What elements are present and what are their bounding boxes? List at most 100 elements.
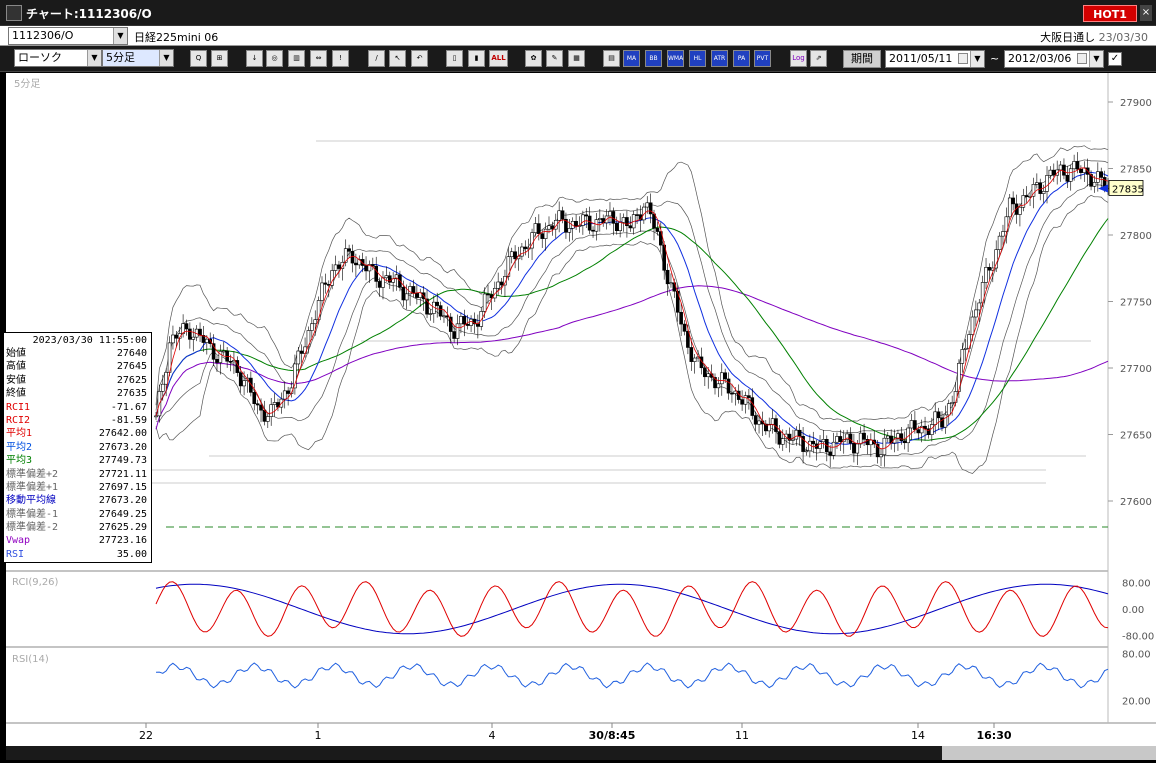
candle-body (387, 275, 392, 283)
candle-body (496, 281, 500, 289)
mass-indicator-icon[interactable]: ▤ (603, 50, 620, 67)
date-to-field[interactable]: 2012/03/06 ▼ (1004, 50, 1104, 68)
candle-body (282, 390, 287, 400)
price-chart[interactable]: 27900 27850 27800 27750 27700 27650 27600 27835… (6, 73, 1156, 760)
log-button[interactable]: Log (790, 50, 807, 67)
close-button[interactable]: × (1140, 5, 1152, 21)
symbol-select[interactable]: 1112306/O ▼ (8, 27, 128, 45)
download-icon[interactable]: ↓ (246, 50, 263, 67)
hl-button[interactable]: HL (689, 50, 706, 67)
export-icon[interactable]: ⇗ (810, 50, 827, 67)
candle-body (513, 251, 517, 260)
candle-body (757, 420, 761, 425)
candle-body (560, 210, 565, 220)
candle-body (1099, 171, 1104, 178)
candle-body (537, 223, 541, 234)
chart-area[interactable]: 27900 27850 27800 27750 27700 27650 27600 27835… (6, 73, 1156, 760)
candle-body (310, 323, 314, 331)
info-value: -71.67 (110, 401, 147, 413)
title-bar: チャート:1112306/O HOT1 × (0, 0, 1156, 26)
bb-button[interactable]: BB (645, 50, 662, 67)
date-to-value: 2012/03/06 (1008, 52, 1072, 65)
candle-body (266, 416, 270, 422)
candle-body (286, 390, 290, 394)
candle-body (916, 429, 921, 434)
candle-body (858, 432, 863, 445)
magnify-chart-icon[interactable]: ◎ (266, 50, 283, 67)
chevron-down-icon[interactable]: ▼ (1089, 51, 1103, 67)
apply-checkbox[interactable]: ✓ (1108, 52, 1122, 66)
candle-body (526, 247, 531, 250)
candle-body (543, 228, 548, 239)
info-value: 27645 (116, 361, 147, 373)
candle-body (550, 225, 555, 230)
chevron-down-icon[interactable]: ▼ (159, 50, 173, 66)
wma-button[interactable]: WMA (667, 50, 684, 67)
candle-body (774, 418, 778, 432)
info-label: 安値 (6, 374, 26, 386)
wrench-icon[interactable]: ✎ (546, 50, 563, 67)
undo-icon[interactable]: ↶ (411, 50, 428, 67)
candle-body (238, 372, 243, 387)
draw-line-icon[interactable]: / (368, 50, 385, 67)
chevron-down-icon[interactable]: ▼ (87, 50, 101, 66)
candle-body (848, 433, 853, 444)
candle-body (188, 328, 192, 340)
color-icon[interactable]: ▦ (568, 50, 585, 67)
candle-body (750, 397, 755, 416)
candle-body (452, 331, 456, 339)
pvt-button[interactable]: PVT (754, 50, 771, 67)
candle-body (509, 251, 514, 258)
atr-button[interactable]: ATR (711, 50, 728, 67)
date-from-value: 2011/05/11 (889, 52, 953, 65)
symbol-bar: 1112306/O ▼ 日経225mini 06 大阪日通し 23/03/30 (0, 26, 1156, 46)
candle-body (764, 423, 768, 432)
interval-select[interactable]: 5分足 ▼ (102, 49, 174, 67)
candle-body (926, 428, 931, 435)
candle-icon[interactable]: ▯ (446, 50, 463, 67)
candle-body (1001, 231, 1005, 237)
candle-body (174, 334, 179, 339)
candle-body (963, 347, 968, 350)
zoom-icon[interactable]: Q (190, 50, 207, 67)
alert-icon[interactable]: ! (332, 50, 349, 67)
candle-body (191, 336, 196, 340)
paca-button[interactable]: PA CA (733, 50, 750, 67)
symbol-code: 1112306/O (12, 29, 74, 42)
bar-chart-icon[interactable]: ▥ (288, 50, 305, 67)
x-tick-label: 30/8:45 (589, 729, 636, 742)
calendar-icon[interactable] (958, 53, 968, 64)
vwap-line (155, 285, 1109, 430)
pointer-icon[interactable]: ↖ (389, 50, 406, 67)
chart-type-select[interactable]: ローソク ▼ (14, 49, 102, 67)
candle-body (804, 450, 809, 453)
ma-button[interactable]: MA (623, 50, 640, 67)
candle-body (852, 442, 856, 454)
settings-icon[interactable]: ✿ (525, 50, 542, 67)
chevron-down-icon[interactable]: ▼ (970, 51, 984, 67)
info-label: 標準偏差-1 (6, 508, 59, 520)
date-range-separator: ~ (990, 52, 1000, 65)
chevron-down-icon[interactable]: ▼ (113, 28, 127, 44)
hot-button[interactable]: HOT1 (1083, 5, 1137, 22)
candle-body (1018, 206, 1022, 215)
date-from-field[interactable]: 2011/05/11 ▼ (885, 50, 985, 68)
candle-body (780, 438, 785, 445)
calendar-icon[interactable] (1077, 53, 1087, 64)
bollinger-lower1 (156, 183, 1109, 457)
info-row: 平均2 27673.20 (4, 441, 151, 454)
candle-body (913, 420, 917, 430)
candle-alt-icon[interactable]: ▮ (468, 50, 485, 67)
all-label[interactable]: ALL (489, 50, 508, 67)
info-row: 標準偏差+2 27721.11 (4, 468, 151, 481)
candle-body (499, 281, 504, 286)
period-button[interactable]: 期間 (843, 50, 881, 68)
candle-body (594, 219, 599, 232)
candle-body (1089, 174, 1093, 187)
candle-body (184, 323, 189, 330)
candle-body (293, 363, 297, 389)
cursor-tool-icon[interactable]: ⊞ (211, 50, 228, 67)
candle-body (909, 420, 914, 429)
candle-body (831, 441, 836, 456)
compare-icon[interactable]: ⇔ (310, 50, 327, 67)
